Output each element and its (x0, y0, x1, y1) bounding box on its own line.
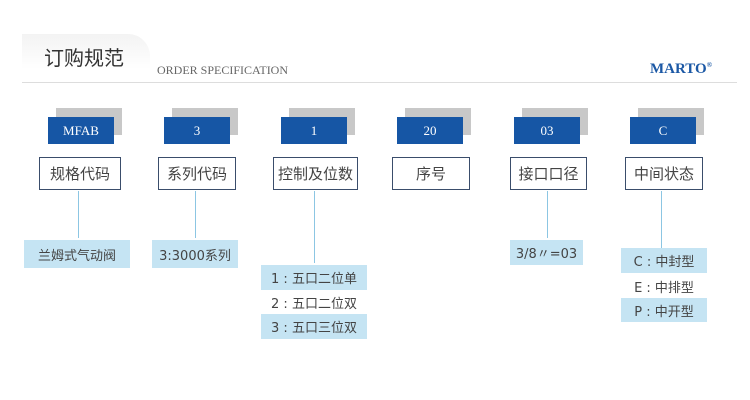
connector-line (547, 191, 548, 238)
option-tag: 2 : 五口二位双 (271, 296, 357, 312)
label-center-state: 中间状态 (625, 157, 703, 190)
connector-line (78, 191, 79, 238)
page-title: 订购规范 (44, 46, 124, 70)
label-serial: 序号 (392, 157, 470, 190)
code-box-port: 03 (514, 117, 580, 144)
connector-line (661, 191, 662, 248)
label-port-size: 接口口径 (510, 157, 587, 190)
brand-logo: MARTO® (650, 61, 712, 78)
code-box-center: C (630, 117, 696, 144)
option-tag: E : 中排型 (634, 280, 694, 296)
option-tag: 3/8〃=03 (510, 240, 583, 265)
option-tag: 3 : 五口三位双 (261, 314, 367, 339)
option-tag: 兰姆式气动阀 (24, 240, 130, 268)
page-subtitle: ORDER SPECIFICATION (157, 63, 289, 77)
label-control-positions: 控制及位数 (273, 157, 358, 190)
option-tag: 3:3000系列 (152, 240, 238, 268)
code-box-model: MFAB (48, 117, 114, 144)
option-tag: P : 中开型 (621, 298, 707, 322)
code-box-control: 1 (281, 117, 347, 144)
option-tag: 1 : 五口二位单 (261, 265, 367, 290)
code-box-series: 3 (164, 117, 230, 144)
brand-name: MARTO (650, 61, 707, 77)
registered-mark: ® (706, 61, 712, 69)
code-box-serial: 20 (397, 117, 463, 144)
header-tab (22, 34, 150, 84)
connector-line (314, 191, 315, 263)
label-series-code: 系列代码 (158, 157, 236, 190)
header-divider (22, 82, 737, 83)
connector-line (195, 191, 196, 238)
label-spec-code: 规格代码 (39, 157, 121, 190)
option-tag: C : 中封型 (621, 248, 707, 273)
